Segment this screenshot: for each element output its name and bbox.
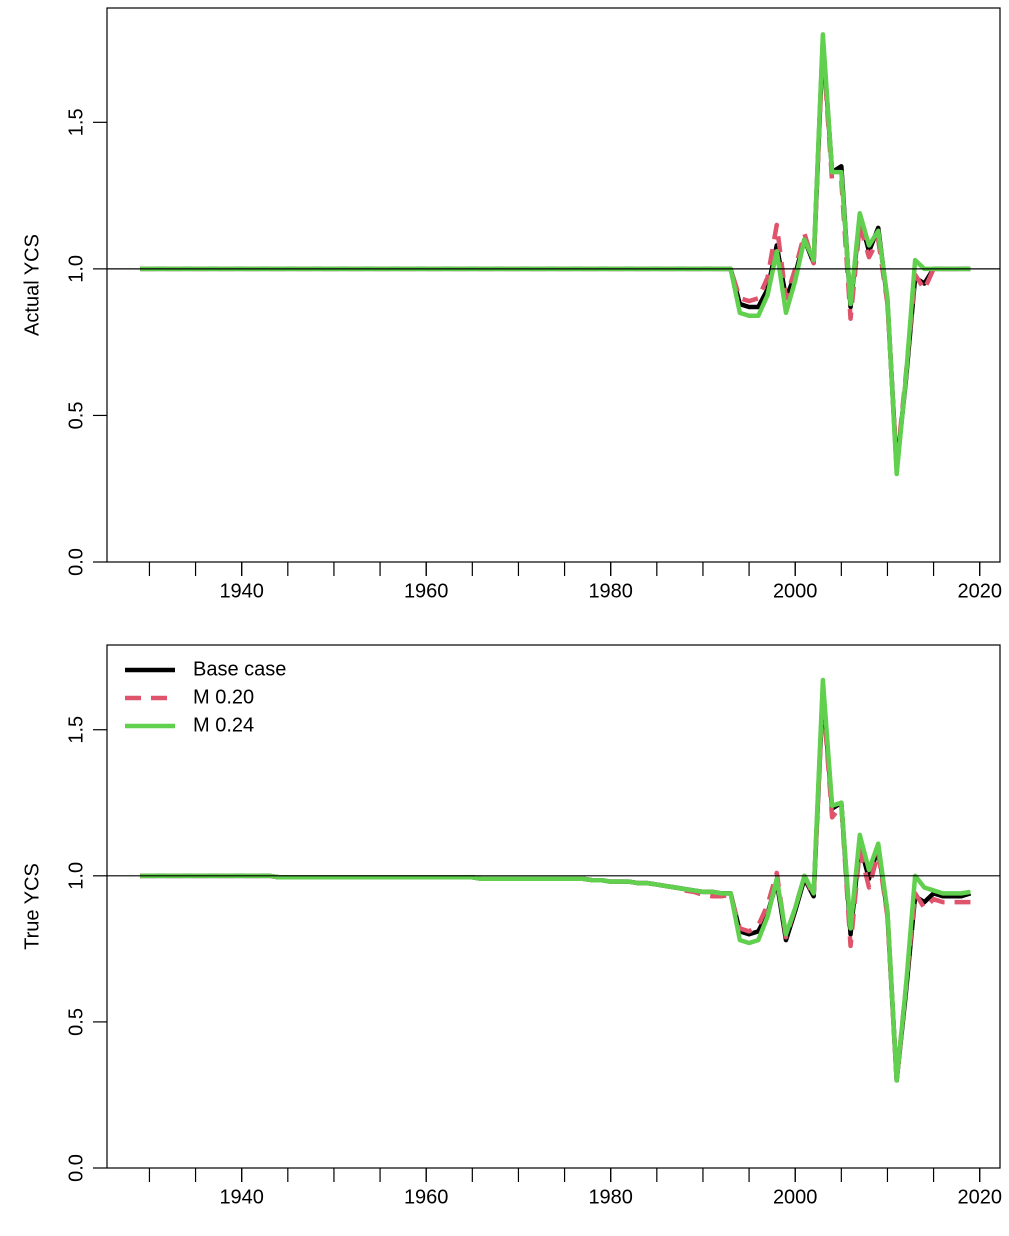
y-axis-label: Actual YCS — [21, 234, 43, 336]
y-tick-label: 1.5 — [65, 716, 87, 744]
series-line — [140, 677, 971, 1083]
x-tick-label: 2000 — [773, 1186, 818, 1208]
y-tick-label: 1.0 — [65, 862, 87, 890]
x-tick-label: 1960 — [404, 1186, 449, 1208]
x-tick-label: 2020 — [957, 580, 1002, 602]
panel: 1940 1960 1980 2000 2020 0.0 0.5 1.0 1.5 Actual Y… — [21, 7, 1002, 602]
x-tick-label: 1940 — [219, 580, 264, 602]
legend-label: M 0.24 — [193, 714, 254, 736]
x-tick-label: 1960 — [404, 580, 449, 602]
plot-box — [106, 644, 1001, 1169]
legend: Base case M 0.20 M 0.24 — [125, 658, 286, 736]
legend-label: M 0.20 — [193, 686, 254, 708]
x-tick-label: 2000 — [773, 580, 818, 602]
x-tick-label: 2020 — [957, 1186, 1002, 1208]
y-axis-label: True YCS — [21, 863, 43, 950]
series-line — [140, 32, 971, 477]
y-tick-label: 0.0 — [65, 1154, 87, 1182]
y-tick-label: 1.0 — [65, 255, 87, 283]
x-tick-label: 1980 — [588, 1186, 633, 1208]
panel: 1940 1960 1980 2000 2020 0.0 0.5 1.0 1.5 True YCS… — [21, 644, 1002, 1208]
plot-box — [106, 7, 1001, 563]
y-tick-label: 0.0 — [65, 548, 87, 576]
x-tick-label: 1980 — [588, 580, 633, 602]
legend-label: Base case — [193, 658, 286, 680]
y-tick-label: 0.5 — [65, 402, 87, 430]
y-tick-label: 0.5 — [65, 1008, 87, 1036]
y-tick-label: 1.5 — [65, 108, 87, 136]
x-tick-label: 1940 — [219, 1186, 264, 1208]
